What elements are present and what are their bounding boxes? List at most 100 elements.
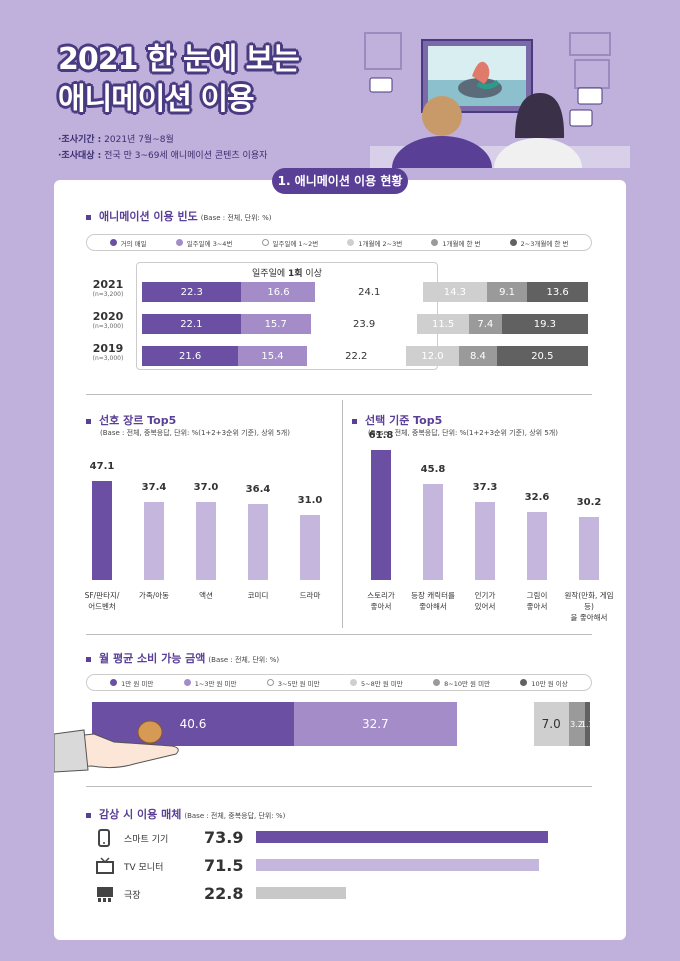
legend-swatch	[261, 239, 269, 246]
legend-swatch	[266, 679, 274, 686]
legend-swatch	[433, 679, 441, 686]
bar-value-label: 32.6	[524, 491, 550, 503]
legend-item: 일주일에 1~2번	[261, 238, 319, 248]
legend-label: 거의 매일	[120, 239, 147, 248]
bar-segment: 40.6	[92, 702, 294, 746]
legend-label: 1개월에 한 번	[442, 239, 481, 248]
legend-label: 일주일에 3~4번	[186, 239, 233, 248]
frequency-legend: 거의 매일 일주일에 3~4번 일주일에 1~2번 1개월에 2~3번 1개월에 한 번…	[86, 234, 592, 251]
media-label: 스마트 기기	[124, 835, 169, 845]
bar-segment: 15.7	[240, 314, 311, 334]
year-label: 2021 (n=3,200)	[78, 278, 138, 298]
legend-item: 10만 원 이상	[520, 678, 568, 688]
legend-swatch	[183, 679, 191, 686]
bar-segment: 3.2	[568, 702, 585, 746]
year-label: 2020 (n=3,000)	[78, 310, 138, 330]
spending-section-title: 월 평균 소비 가능 금액 (Base : 전체, 단위: %)	[86, 650, 279, 666]
couple-watching-tv-illustration	[364, 32, 630, 168]
bar-value-label: 37.4	[141, 481, 167, 493]
media-value-label: 73.9	[204, 828, 244, 847]
year-value: 2021	[92, 278, 124, 291]
legend-swatch	[110, 679, 118, 686]
media-label: TV 모니터	[124, 863, 164, 873]
title-line-1: 2021 한 눈에 보는	[58, 42, 300, 77]
section-marker	[86, 656, 91, 662]
bar	[527, 511, 547, 580]
sample-size: (n=3,000)	[92, 323, 124, 330]
bar	[579, 516, 599, 580]
legend-item: 3~5만 원 미만	[266, 678, 320, 688]
legend-item: 1만 원 미만	[110, 678, 153, 688]
section-marker	[86, 418, 91, 424]
bar-segment: 8.4	[459, 346, 497, 366]
bar-segment: 13.6	[527, 282, 588, 302]
bar	[300, 515, 320, 580]
bar-value-label: 30.2	[576, 496, 602, 508]
frequency-section-title: 애니메이션 이용 빈도 (Base : 전체, 단위: %)	[86, 208, 272, 224]
divider	[86, 634, 592, 635]
legend-item: 거의 매일	[109, 238, 147, 248]
bar	[371, 450, 391, 580]
bar-value-label: 37.3	[472, 481, 498, 493]
section-marker	[86, 812, 91, 818]
bar-segment: 22.2	[306, 346, 406, 366]
bar-segment: 15.4	[238, 346, 307, 366]
legend-swatch	[431, 239, 439, 246]
tv-icon	[96, 857, 114, 879]
bar-segment: 21.6	[142, 346, 239, 366]
bar-segment: 7.0	[533, 702, 569, 746]
legend-swatch	[520, 679, 528, 686]
divider	[86, 394, 592, 395]
bar-segment: 16.6	[241, 282, 316, 302]
hand-coin-illustration	[54, 720, 179, 773]
smartphone-icon	[96, 829, 112, 851]
category-label: 액션	[199, 591, 213, 600]
vertical-divider	[342, 400, 343, 628]
legend-swatch	[347, 239, 355, 246]
genre-base-note: (Base : 전체, 중복응답, 단위: %(1+2+3순위 기준), 상위 …	[100, 429, 290, 437]
section-marker	[86, 214, 91, 220]
stacked-bar: 21.6 15.4 22.2 12.0 8.4 20.5	[142, 346, 588, 366]
divider	[86, 786, 592, 787]
survey-target: ·조사대상 : 전국 만 3~69세 애니메이션 콘텐츠 이용자	[58, 151, 268, 161]
criteria-section-title: 선택 기준 Top5	[352, 412, 442, 428]
bar-value-label: 61.8	[368, 430, 394, 442]
bar-segment: 19.3	[501, 314, 588, 334]
spending-legend: 1만 원 미만 1~3만 원 미만 3~5만 원 미만 5~8만 원 미만 8~10만 …	[86, 674, 592, 691]
category-label: 그림이 좋아서	[526, 591, 548, 611]
legend-swatch	[509, 239, 517, 246]
theater-icon	[96, 885, 114, 907]
legend-label: 일주일에 1~2번	[272, 239, 319, 248]
media-value-label: 71.5	[204, 856, 244, 875]
legend-swatch	[109, 239, 117, 246]
media-value-label: 22.8	[204, 884, 244, 903]
legend-item: 5~8만 원 미만	[350, 678, 403, 688]
section-badge: 1. 애니메이션 이용 현황	[272, 168, 408, 194]
bar-segment: 23.9	[310, 314, 418, 334]
genre-section-title: 선호 장르 Top5	[86, 412, 176, 428]
year-value: 2020	[92, 310, 124, 323]
category-label: 인기가 있어서	[474, 591, 496, 611]
category-label: 코미디	[247, 591, 269, 600]
bar-value-label: 36.4	[245, 483, 271, 495]
year-value: 2019	[92, 342, 124, 355]
bar-segment: 24.1	[315, 282, 423, 302]
bar-value-label: 47.1	[89, 461, 115, 473]
bar-segment: 15.5	[456, 702, 534, 746]
survey-period: ·조사기간 : 2021년 7월~8월	[58, 135, 174, 145]
legend-swatch	[350, 679, 358, 686]
bar-segment: 22.1	[142, 314, 241, 334]
bar-segment: 20.5	[496, 346, 588, 366]
bar	[144, 501, 164, 580]
bar-segment: 7.4	[468, 314, 502, 334]
category-label: 가족/아동	[138, 591, 170, 600]
legend-label: 8~10만 원 미만	[444, 679, 491, 688]
bar	[256, 887, 347, 899]
title-line-2: 애니메이션 이용	[58, 82, 255, 117]
bar	[475, 501, 495, 580]
bar-segment: 9.1	[486, 282, 528, 302]
legend-label: 1~3만 원 미만	[194, 679, 237, 688]
legend-label: 2~3개월에 한 번	[520, 239, 569, 248]
legend-item: 일주일에 3~4번	[175, 238, 233, 248]
legend-swatch	[175, 239, 183, 246]
